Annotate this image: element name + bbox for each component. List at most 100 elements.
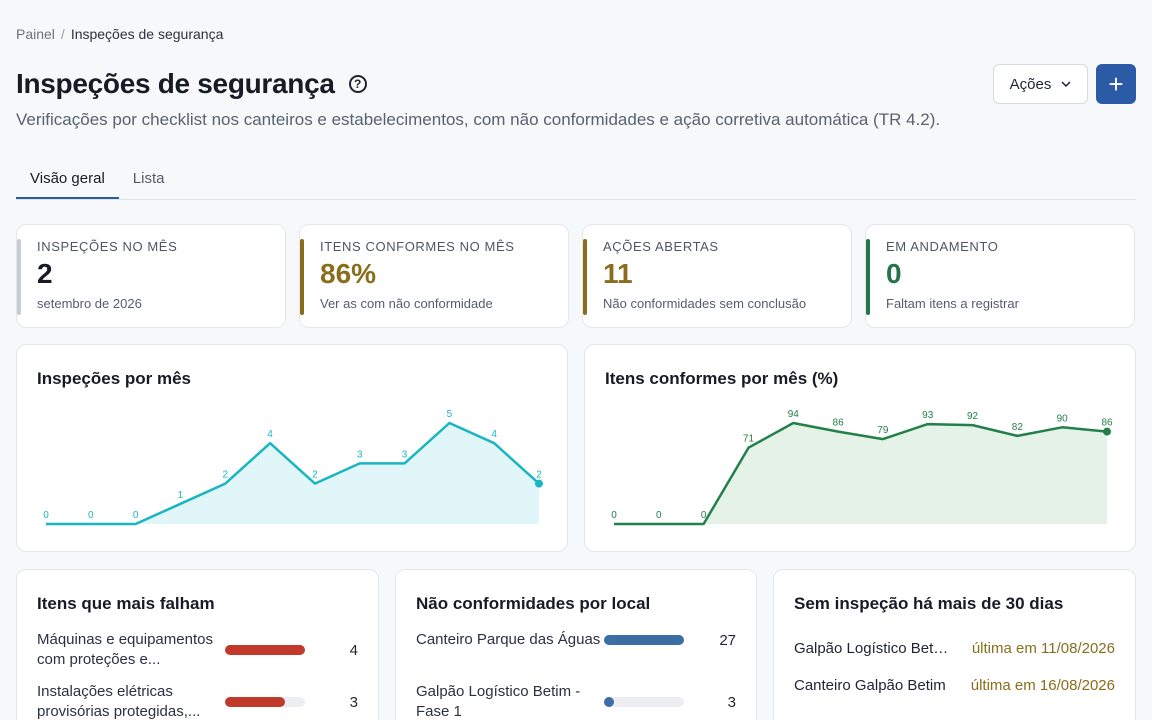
data-label: 86 <box>1101 418 1113 429</box>
data-label: 4 <box>491 429 497 440</box>
list-item[interactable]: Canteiro Parque das Águas 27 <box>416 630 736 650</box>
item-value: 4 <box>349 641 358 659</box>
actions-button[interactable]: Ações <box>993 64 1088 104</box>
actions-button-label: Ações <box>1009 75 1052 93</box>
list-item[interactable]: Galpão Logístico Betim - Fase 1 3 <box>416 682 736 720</box>
item-label: Instalações elétricas provisórias proteg… <box>37 683 201 720</box>
page-subtitle: Verificações por checklist nos canteiros… <box>16 110 941 129</box>
chart-title: Itens conformes por mês (%) <box>605 369 839 388</box>
item-value: 3 <box>349 693 358 711</box>
plus-icon: + <box>1108 68 1124 99</box>
data-label: 1 <box>178 490 184 501</box>
series-line <box>614 421 1108 526</box>
breadcrumb: Painel / Inspeções de segurança <box>16 26 223 42</box>
card-by-location: Não conformidades por local Canteiro Par… <box>395 569 757 720</box>
kpi-accent-bar <box>17 239 21 315</box>
list-item[interactable]: Canteiro Galpão Betim última em 16/08/20… <box>794 677 1115 694</box>
kpi-label: EM ANDAMENTO <box>886 239 999 254</box>
data-label: 4 <box>267 429 273 440</box>
area-fill <box>614 423 1107 524</box>
data-label: 90 <box>1057 413 1069 424</box>
kpi-value: 86% <box>320 258 377 289</box>
data-label: 82 <box>1012 422 1024 433</box>
data-label: 0 <box>656 510 662 521</box>
kpi-card-inspections[interactable]: INSPEÇÕES NO MÊS 2 setembro de 2026 <box>16 224 286 328</box>
data-label: 71 <box>743 434 755 445</box>
data-label: 2 <box>222 470 228 481</box>
kpi-card-open-actions[interactable]: AÇÕES ABERTAS 11 Não conformidades sem c… <box>582 224 852 328</box>
card-title: Não conformidades por local <box>416 594 651 613</box>
add-button[interactable]: + <box>1096 64 1136 104</box>
item-label: Máquinas e equipamentos com proteções e.… <box>37 631 213 668</box>
progress-fill <box>225 645 305 655</box>
progress-track <box>604 635 684 645</box>
data-label: 0 <box>88 510 94 521</box>
last-inspection-date: última em 16/08/2026 <box>970 677 1115 694</box>
card-title: Sem inspeção há mais de 30 dias <box>794 594 1064 613</box>
kpi-accent-bar <box>866 239 870 315</box>
list-item[interactable]: Instalações elétricas provisórias proteg… <box>37 682 358 720</box>
item-label: Canteiro Parque das Águas <box>416 631 601 648</box>
kpi-value: 0 <box>886 258 902 289</box>
card-stale-sites: Sem inspeção há mais de 30 dias Galpão L… <box>773 569 1136 720</box>
last-inspection-date: última em 11/08/2026 <box>971 640 1115 657</box>
breadcrumb-current: Inspeções de segurança <box>70 26 224 42</box>
chart-card-conformity: 0 0 0 71 94 86 79 93 92 82 90 86 Itens conformes po… <box>584 344 1136 552</box>
site-name: Galpão Logístico Betim - Fase 1 <box>794 640 950 657</box>
series-line <box>46 421 540 526</box>
progress-track <box>225 645 305 655</box>
card-title: Itens que mais falham <box>37 594 215 613</box>
kpi-label: INSPEÇÕES NO MÊS <box>37 239 178 254</box>
data-label: 93 <box>922 410 934 421</box>
list-item[interactable]: Galpão Logístico Betim - Fase 1 última e… <box>794 640 1115 657</box>
conformity-chart: 0 0 0 71 94 86 79 93 92 82 90 86 <box>611 409 1113 526</box>
kpi-note: Faltam itens a registrar <box>886 296 1019 311</box>
item-value: 27 <box>719 631 736 649</box>
last-point-marker <box>535 479 543 488</box>
kpi-accent-bar <box>300 239 304 315</box>
card-failing-items: Itens que mais falham Máquinas e equipam… <box>16 569 379 720</box>
data-label: 3 <box>402 449 408 460</box>
list-item[interactable]: Máquinas e equipamentos com proteções e.… <box>37 630 358 670</box>
data-label: 0 <box>43 510 49 521</box>
kpi-card-in-progress[interactable]: EM ANDAMENTO 0 Faltam itens a registrar <box>865 224 1135 328</box>
data-label: 2 <box>536 470 542 481</box>
kpi-label: AÇÕES ABERTAS <box>603 239 719 254</box>
progress-fill <box>604 635 684 645</box>
data-label: 86 <box>833 418 845 429</box>
kpi-value: 2 <box>37 258 53 289</box>
progress-track <box>604 697 684 707</box>
area-fill <box>46 423 539 524</box>
data-label: 0 <box>701 510 707 521</box>
progress-fill <box>604 697 614 707</box>
data-label: 0 <box>133 510 139 521</box>
kpi-note: setembro de 2026 <box>37 296 142 311</box>
kpi-value: 11 <box>603 258 633 289</box>
breadcrumb-separator: / <box>60 26 65 42</box>
data-label: 2 <box>312 470 318 481</box>
breadcrumb-root-link[interactable]: Painel <box>16 26 55 42</box>
tab-list[interactable]: Lista <box>132 170 165 187</box>
chart-card-inspections: 0 0 0 1 2 4 2 3 3 5 4 2 Inspeções por mês <box>16 344 568 552</box>
progress-fill <box>225 697 285 707</box>
item-value: 3 <box>727 693 736 711</box>
kpi-note: Ver as com não conformidade <box>320 296 493 311</box>
data-label: 92 <box>967 411 979 422</box>
page-title: Inspeções de segurança <box>16 68 335 99</box>
title-row: Inspeções de segurança ? <box>16 68 367 100</box>
kpi-note: Não conformidades sem conclusão <box>603 296 807 311</box>
kpi-card-conformity[interactable]: ITENS CONFORMES NO MÊS 86% Ver as com nã… <box>299 224 569 328</box>
last-point-marker <box>1103 427 1111 436</box>
data-label: 5 <box>447 409 453 420</box>
data-label: 79 <box>877 425 889 436</box>
data-label: 94 <box>788 409 800 420</box>
progress-track <box>225 697 305 707</box>
inspections-chart: 0 0 0 1 2 4 2 3 3 5 4 2 <box>43 409 543 526</box>
help-icon[interactable]: ? <box>348 75 367 93</box>
chart-title: Inspeções por mês <box>37 369 192 388</box>
chevron-down-icon <box>1061 81 1071 87</box>
data-label: 0 <box>611 510 617 521</box>
site-name: Canteiro Galpão Betim <box>794 677 946 694</box>
tab-overview[interactable]: Visão geral <box>16 160 119 199</box>
kpi-label: ITENS CONFORMES NO MÊS <box>320 239 515 254</box>
